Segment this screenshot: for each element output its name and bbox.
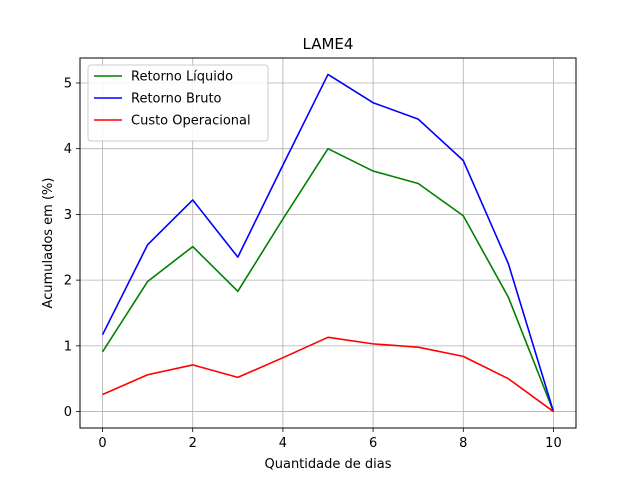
series-line-2 — [102, 336, 554, 413]
y-tick-label: 1 — [64, 339, 72, 354]
legend-label-1: Retorno Bruto — [131, 92, 222, 107]
y-axis-label: Acumulados em (%) — [41, 178, 56, 309]
x-tick-label: 6 — [369, 436, 377, 451]
x-tick-label: 2 — [189, 436, 197, 451]
x-tick-label: 4 — [279, 436, 287, 451]
x-axis-label: Quantidade de dias — [265, 457, 392, 472]
y-tick-label: 4 — [64, 142, 72, 157]
y-tick-label: 0 — [64, 405, 72, 420]
legend-label-2: Custo Operacional — [131, 114, 251, 129]
series-line-0 — [101, 147, 555, 412]
y-tick-label: 5 — [64, 76, 72, 91]
legend-box — [87, 64, 269, 142]
y-tick-label: 3 — [64, 208, 72, 223]
x-tick-label: 8 — [459, 436, 467, 451]
y-tick-label: 2 — [64, 274, 72, 289]
chart-title: LAME4 — [303, 35, 354, 53]
legend: Retorno Líquido Retorno Bruto Custo Operac… — [87, 64, 269, 142]
plot-frame — [79, 57, 577, 429]
x-tick-label: 0 — [98, 436, 106, 451]
legend-label-0: Retorno Líquido — [131, 70, 233, 85]
axis-ticks: 0 2 4 6 8 10 0 1 2 3 4 5 — [64, 76, 562, 451]
series-line-1 — [101, 73, 555, 412]
series-lines — [101, 73, 555, 413]
x-tick-label: 10 — [545, 436, 562, 451]
